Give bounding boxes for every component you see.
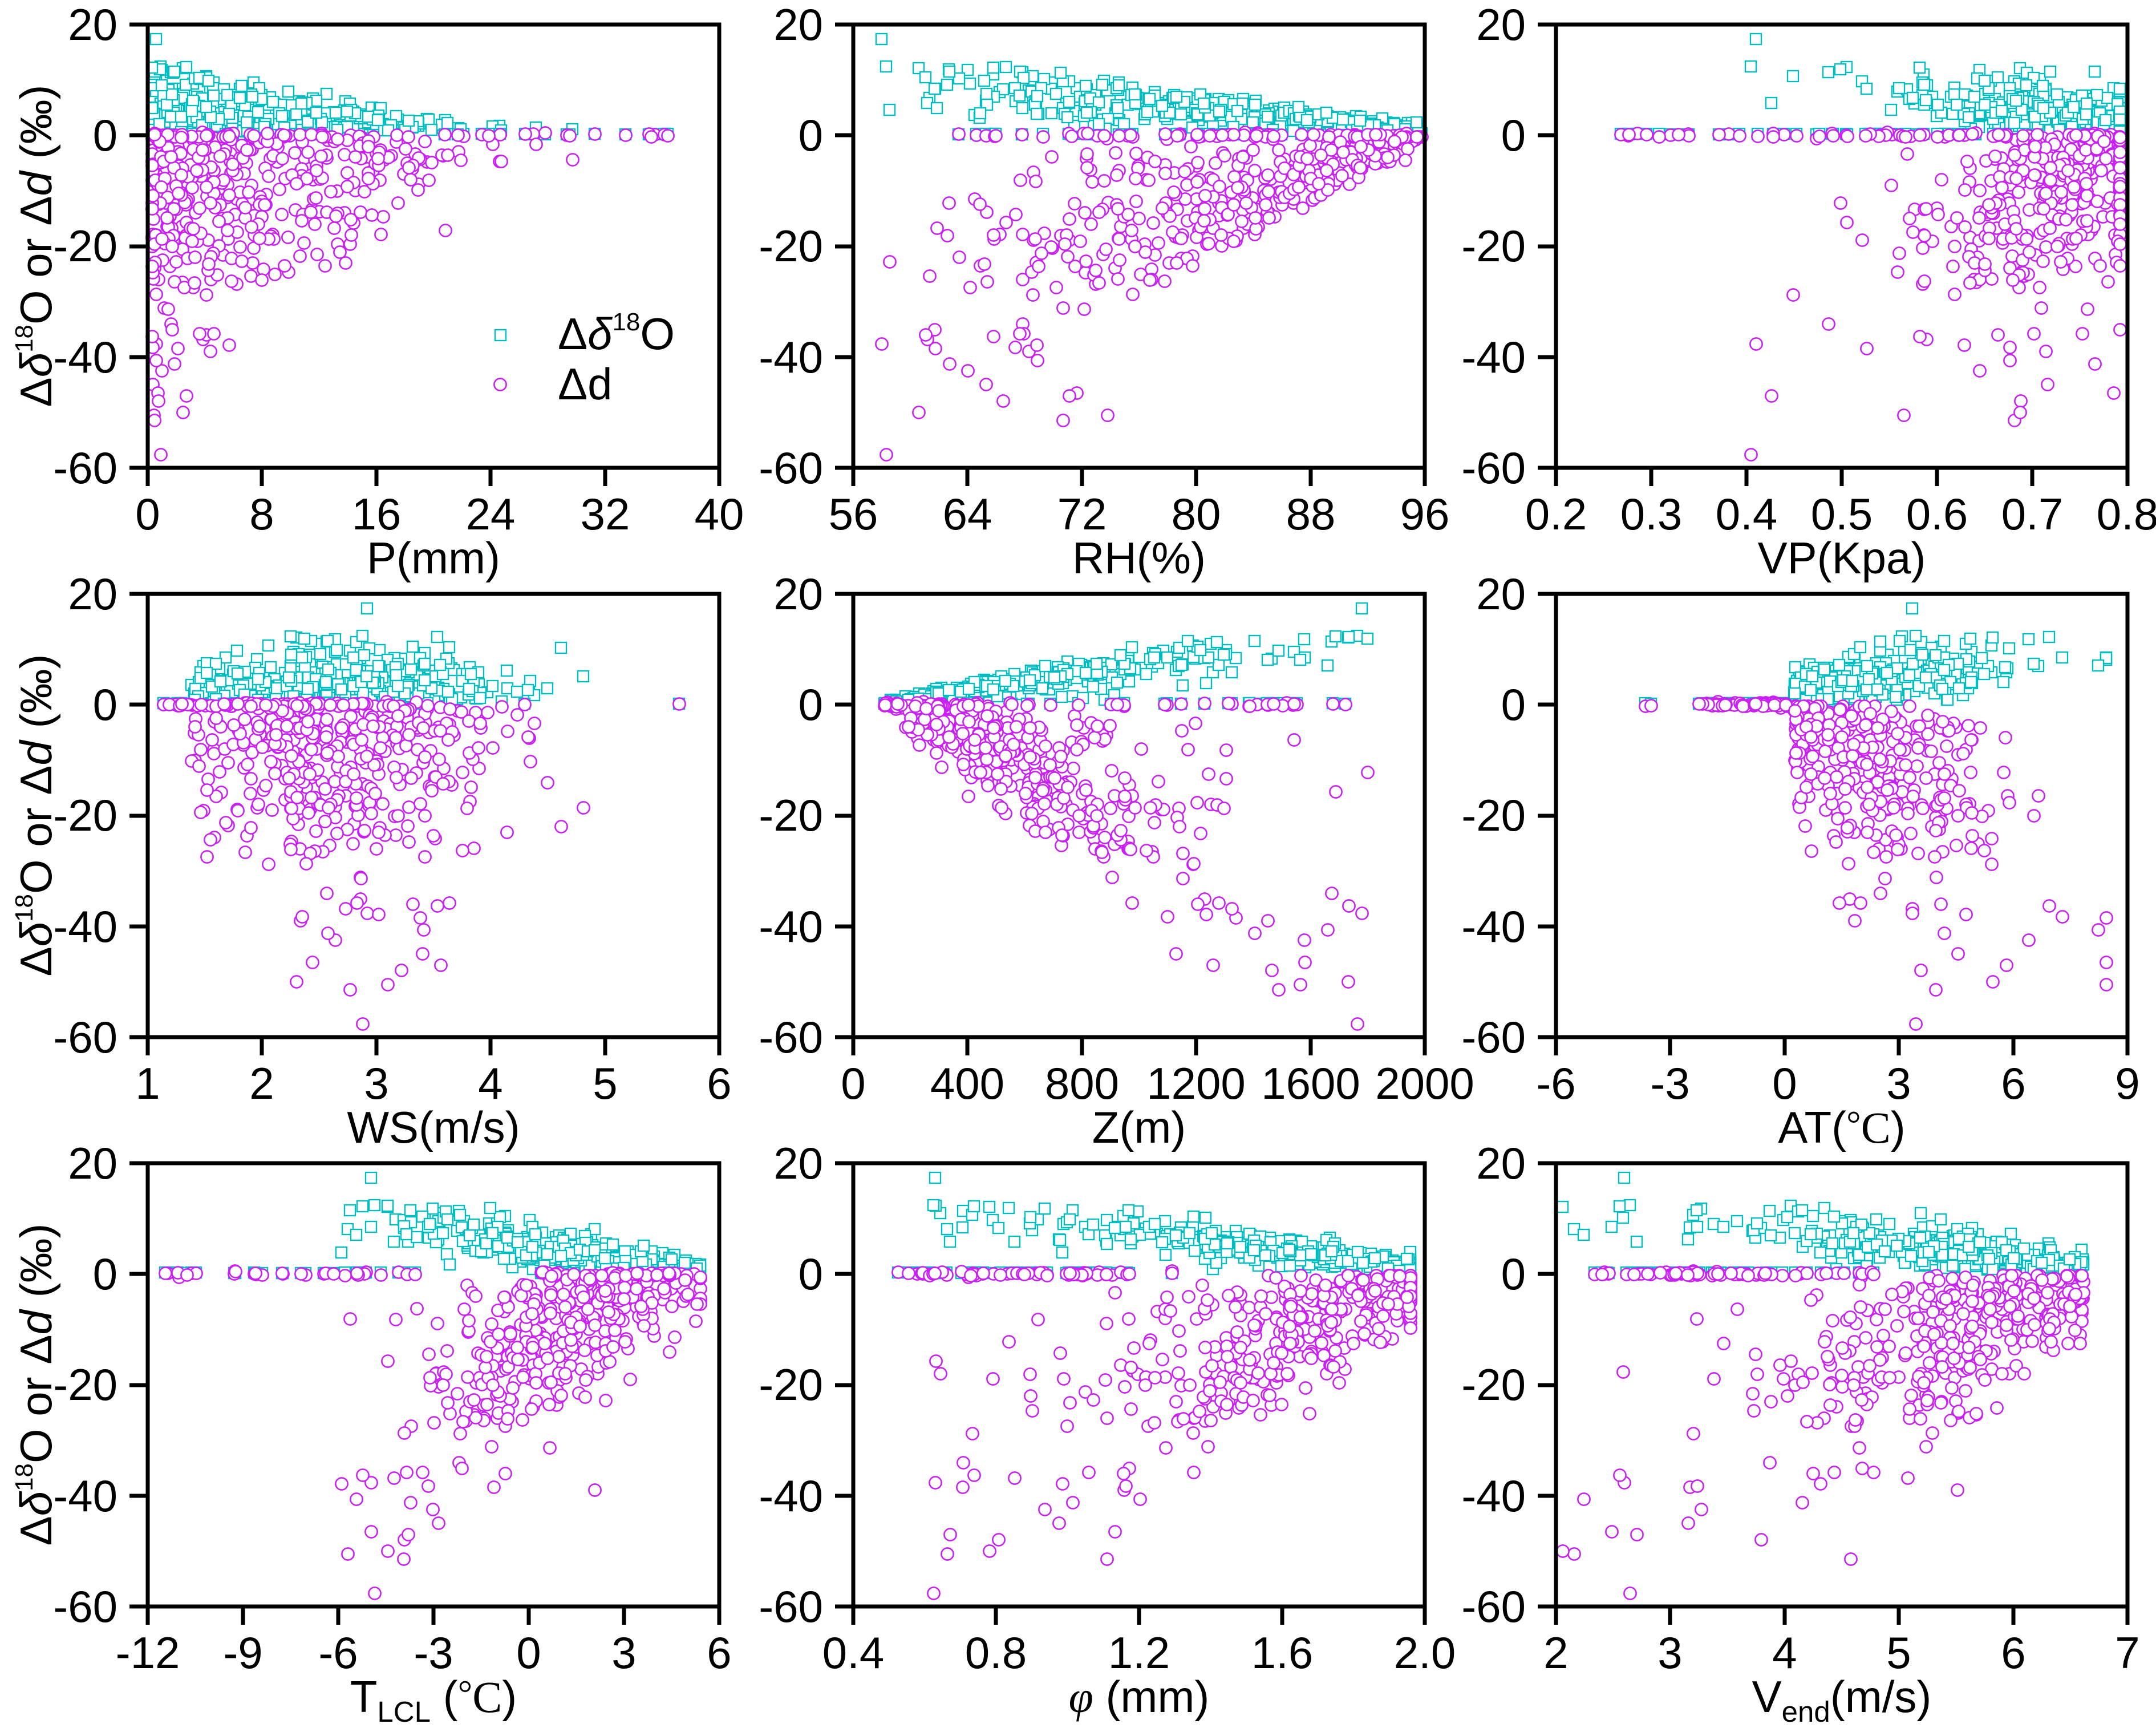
svg-text:-20: -20 bbox=[53, 790, 117, 840]
svg-text:0.4: 0.4 bbox=[1716, 489, 1777, 539]
svg-text:16: 16 bbox=[352, 489, 402, 539]
svg-text:0.8: 0.8 bbox=[2097, 489, 2156, 539]
svg-text:88: 88 bbox=[1286, 489, 1336, 539]
svg-text:20: 20 bbox=[1476, 0, 1526, 50]
svg-text:2: 2 bbox=[249, 1058, 274, 1108]
svg-text:20: 20 bbox=[773, 569, 823, 619]
svg-text:-20: -20 bbox=[53, 221, 117, 271]
svg-text:0: 0 bbox=[1501, 110, 1526, 160]
svg-text:-40: -40 bbox=[53, 901, 117, 952]
svg-text:1200: 1200 bbox=[1146, 1058, 1246, 1108]
svg-text:Z(m): Z(m) bbox=[1092, 1102, 1186, 1152]
svg-text:-40: -40 bbox=[1461, 332, 1526, 382]
svg-text:P(mm): P(mm) bbox=[367, 533, 500, 583]
svg-text:3: 3 bbox=[364, 1058, 388, 1108]
svg-text:4: 4 bbox=[478, 1058, 502, 1108]
svg-text:5: 5 bbox=[593, 1058, 617, 1108]
svg-text:0.2: 0.2 bbox=[1525, 489, 1587, 539]
svg-text:0.3: 0.3 bbox=[1620, 489, 1682, 539]
svg-text:40: 40 bbox=[695, 489, 744, 539]
svg-text:-40: -40 bbox=[759, 901, 823, 952]
svg-text:-60: -60 bbox=[759, 1012, 823, 1062]
svg-text:0.6: 0.6 bbox=[1906, 489, 1968, 539]
svg-text:WS(m/s): WS(m/s) bbox=[347, 1102, 520, 1152]
svg-text:0: 0 bbox=[135, 489, 160, 539]
svg-text:8: 8 bbox=[249, 489, 274, 539]
svg-text:-60: -60 bbox=[53, 1012, 117, 1062]
svg-text:20: 20 bbox=[773, 0, 823, 50]
svg-text:0: 0 bbox=[93, 679, 117, 730]
svg-text:-40: -40 bbox=[759, 332, 823, 382]
svg-text:1600: 1600 bbox=[1261, 1058, 1360, 1108]
svg-text:-20: -20 bbox=[759, 790, 823, 840]
svg-text:0.5: 0.5 bbox=[1811, 489, 1873, 539]
svg-text:32: 32 bbox=[581, 489, 630, 539]
svg-text:96: 96 bbox=[1400, 489, 1450, 539]
svg-text:56: 56 bbox=[829, 489, 878, 539]
svg-text:RH(%): RH(%) bbox=[1072, 533, 1206, 583]
svg-text:20: 20 bbox=[68, 569, 117, 619]
svg-text:400: 400 bbox=[930, 1058, 1004, 1108]
svg-text:24: 24 bbox=[466, 489, 516, 539]
svg-text:-60: -60 bbox=[759, 443, 823, 493]
svg-text:0: 0 bbox=[799, 679, 823, 730]
svg-text:80: 80 bbox=[1172, 489, 1221, 539]
svg-text:-40: -40 bbox=[53, 332, 117, 382]
svg-text:-20: -20 bbox=[1461, 221, 1526, 271]
svg-text:0: 0 bbox=[841, 1058, 865, 1108]
svg-text:-60: -60 bbox=[53, 443, 117, 493]
svg-text:0: 0 bbox=[93, 110, 117, 160]
svg-text:2000: 2000 bbox=[1375, 1058, 1474, 1108]
svg-text:6: 6 bbox=[707, 1058, 731, 1108]
svg-text:72: 72 bbox=[1057, 489, 1107, 539]
svg-text:800: 800 bbox=[1045, 1058, 1119, 1108]
svg-text:64: 64 bbox=[943, 489, 992, 539]
svg-text:-20: -20 bbox=[759, 221, 823, 271]
svg-text:0: 0 bbox=[799, 110, 823, 160]
svg-text:VP(Kpa): VP(Kpa) bbox=[1758, 533, 1926, 583]
svg-text:0.7: 0.7 bbox=[2001, 489, 2063, 539]
svg-text:-60: -60 bbox=[1461, 443, 1526, 493]
svg-text:20: 20 bbox=[68, 0, 117, 50]
svg-text:1: 1 bbox=[135, 1058, 160, 1108]
